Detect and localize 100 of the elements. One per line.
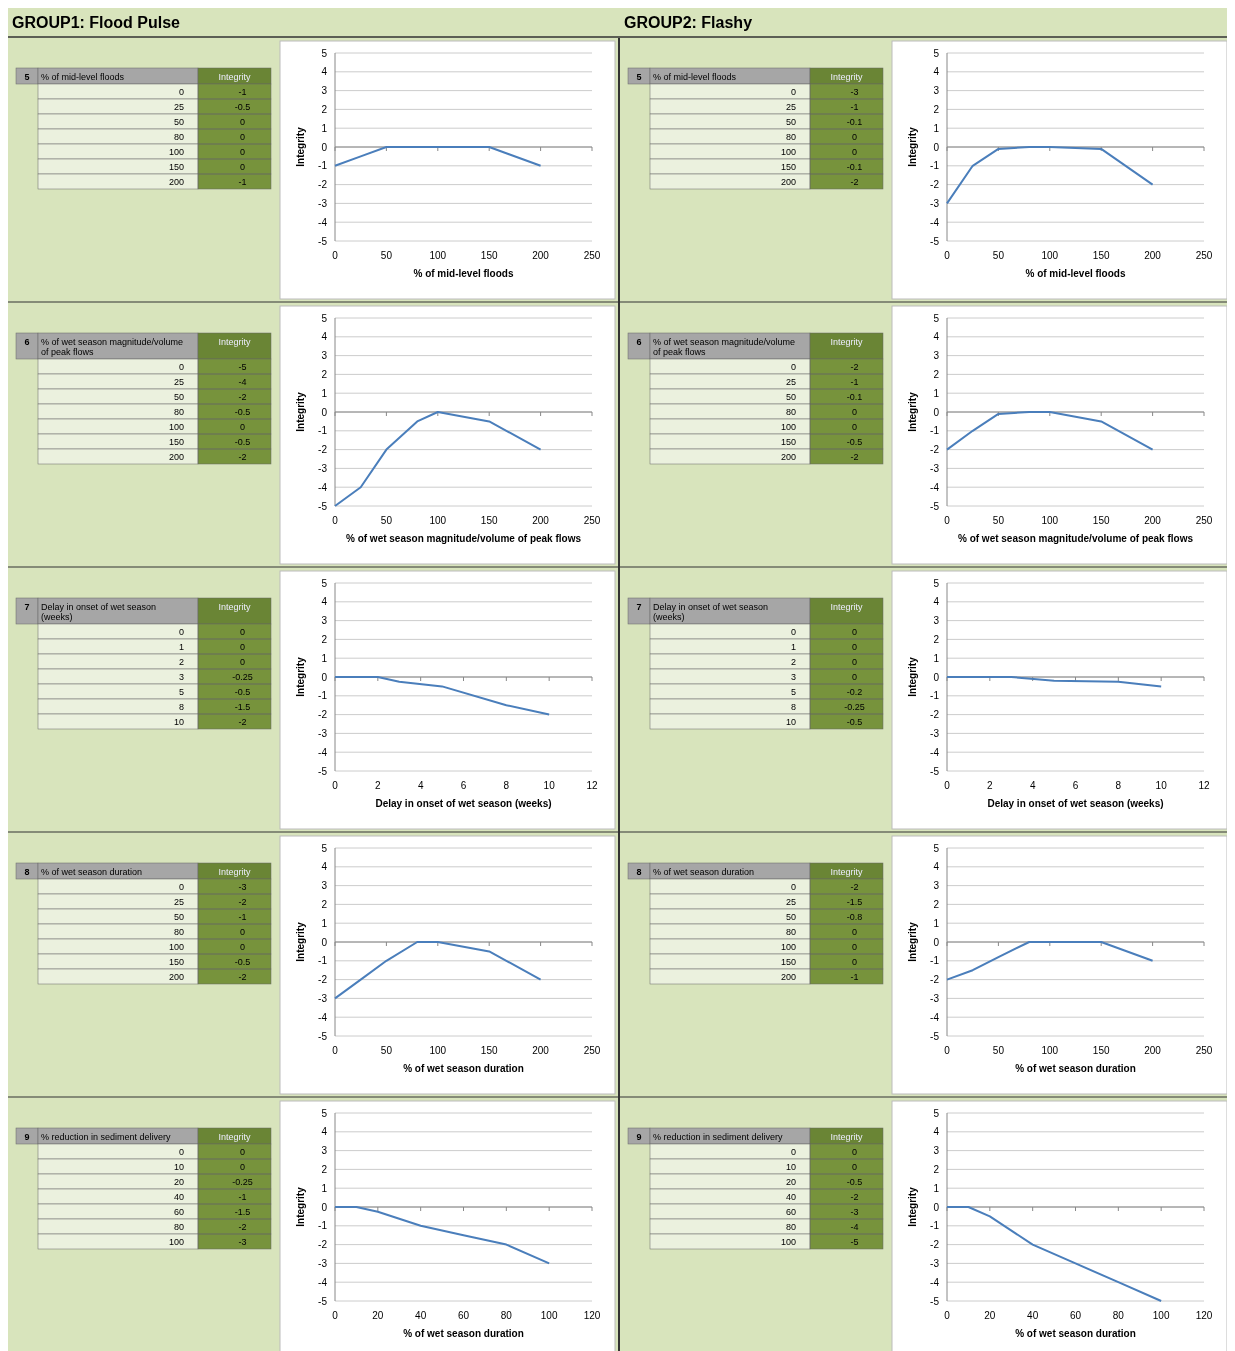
y-tick-label: -1 (318, 160, 328, 172)
y-tick-label: -2 (930, 1239, 940, 1251)
y-tick-label: -4 (318, 481, 328, 493)
line-series (946, 1206, 1163, 1302)
y-tick-label: 10 (785, 717, 796, 727)
y-tick-label: 5 (321, 312, 328, 324)
data-label: -0.5 (846, 1177, 863, 1187)
text: 7 (24, 602, 30, 612)
x-tick-label: 0 (332, 1310, 339, 1321)
y-axis-title: % of wet season magnitude/volume of peak flows (653, 337, 796, 357)
data-label: -0.5 (234, 687, 251, 697)
y-tick-label: 150 (168, 957, 184, 967)
y-tick-label: 200 (168, 972, 184, 982)
y-tick-label: -5 (318, 1295, 328, 1307)
y-tick-label: 3 (933, 85, 940, 97)
y-tick-label: 2 (178, 657, 184, 667)
data-label: 0 (239, 1147, 246, 1157)
y-tick-label: 100 (780, 422, 796, 432)
y-tick-label: 0 (790, 1147, 796, 1157)
y-tick-label: -2 (318, 444, 328, 456)
y-tick-label: 80 (785, 927, 796, 937)
y-tick-label: -5 (930, 235, 940, 247)
data-label: -2 (238, 452, 247, 462)
y-tick-label: -3 (318, 462, 328, 474)
data-label: 0 (239, 627, 246, 637)
data-label: -0.5 (234, 102, 251, 112)
data-label: -0.1 (846, 117, 863, 127)
x-tick-label: 150 (1092, 250, 1110, 261)
data-label: 0 (239, 927, 246, 937)
y-tick-label: 0 (933, 936, 940, 948)
x-tick-label: 12 (1198, 780, 1210, 791)
y-axis-title: Integrity (907, 391, 918, 432)
y-tick-label: -1 (930, 1220, 940, 1232)
y-tick-label: -3 (930, 197, 940, 209)
y-tick-label: 20 (785, 1177, 796, 1187)
x-tick-label: 80 (1112, 1310, 1125, 1321)
x-axis-title: % of wet season magnitude/volume of peak flows (957, 533, 1194, 544)
y-axis-title: Delay in onset of wet season (weeks) (653, 602, 769, 622)
y-tick-label: 40 (173, 1192, 184, 1202)
y-tick-label: 25 (785, 897, 796, 907)
data-label: -0.1 (846, 162, 863, 172)
y-tick-label: 2 (933, 898, 940, 910)
y-tick-label: 3 (933, 350, 940, 362)
y-tick-label: 100 (168, 942, 184, 952)
data-label: -1 (238, 912, 247, 922)
y-tick-label: 0 (178, 87, 184, 97)
data-label: -1.5 (234, 702, 251, 712)
y-tick-label: 0 (790, 87, 796, 97)
x-tick-label: 8 (503, 780, 510, 791)
data-label: -1 (238, 87, 247, 97)
x-tick-label: 50 (380, 1045, 393, 1056)
y-tick-label: -4 (930, 746, 940, 758)
x-tick-label: 0 (944, 780, 951, 791)
x-axis-title: % of wet season duration (403, 1328, 524, 1339)
y-tick-label: 5 (933, 47, 940, 59)
y-tick-label: 0 (321, 671, 328, 683)
y-tick-label: 1 (178, 642, 184, 652)
y-tick-label: 1 (321, 122, 328, 134)
y-axis-title: % reduction in sediment delivery (653, 1132, 784, 1142)
x-tick-label: 20 (984, 1310, 996, 1321)
y-tick-label: 0 (933, 406, 940, 418)
y-tick-label: 3 (321, 1145, 328, 1157)
x-axis-title: Delay in onset of wet season (weeks) (987, 798, 1164, 809)
x-axis-title: % of wet season duration (1015, 1328, 1136, 1339)
y-tick-label: -3 (318, 197, 328, 209)
data-label: -2 (850, 452, 859, 462)
data-label: -5 (850, 1237, 859, 1247)
y-tick-label: 50 (785, 912, 796, 922)
y-tick-label: 0 (790, 362, 796, 372)
y-tick-label: 5 (933, 842, 940, 854)
data-label: -1 (850, 102, 859, 112)
y-tick-label: -5 (318, 1030, 328, 1042)
data-label: 0 (851, 927, 858, 937)
data-label: 0 (851, 627, 858, 637)
x-tick-label: 0 (332, 780, 339, 791)
line-series (946, 941, 1154, 981)
text: 9 (636, 1132, 642, 1142)
y-tick-label: 80 (785, 132, 796, 142)
y-axis-title: Integrity (295, 391, 306, 432)
y-tick-label: -4 (318, 746, 328, 758)
data-label: -0.25 (844, 702, 865, 712)
y-tick-label: -4 (930, 1276, 940, 1288)
data-label: -3 (850, 1207, 859, 1217)
y-tick-label: -3 (318, 1257, 328, 1269)
y-tick-label: 200 (780, 972, 796, 982)
y-tick-label: 0 (790, 882, 796, 892)
x-tick-label: 250 (583, 515, 601, 526)
data-label: -1 (850, 972, 859, 982)
y-tick-label: -4 (318, 216, 328, 228)
x-axis-title: % of mid-level floods (413, 268, 514, 279)
y-tick-label: 2 (321, 103, 328, 115)
y-tick-label: -2 (930, 709, 940, 721)
y-tick-label: 0 (933, 141, 940, 153)
y-tick-label: -2 (930, 179, 940, 191)
x-tick-label: 100 (429, 515, 447, 526)
data-label: 0 (851, 942, 858, 952)
y-tick-label: 10 (173, 1162, 184, 1172)
y-tick-label: 5 (321, 577, 328, 589)
x-tick-label: 100 (540, 1310, 558, 1321)
x-tick-label: 50 (380, 515, 393, 526)
